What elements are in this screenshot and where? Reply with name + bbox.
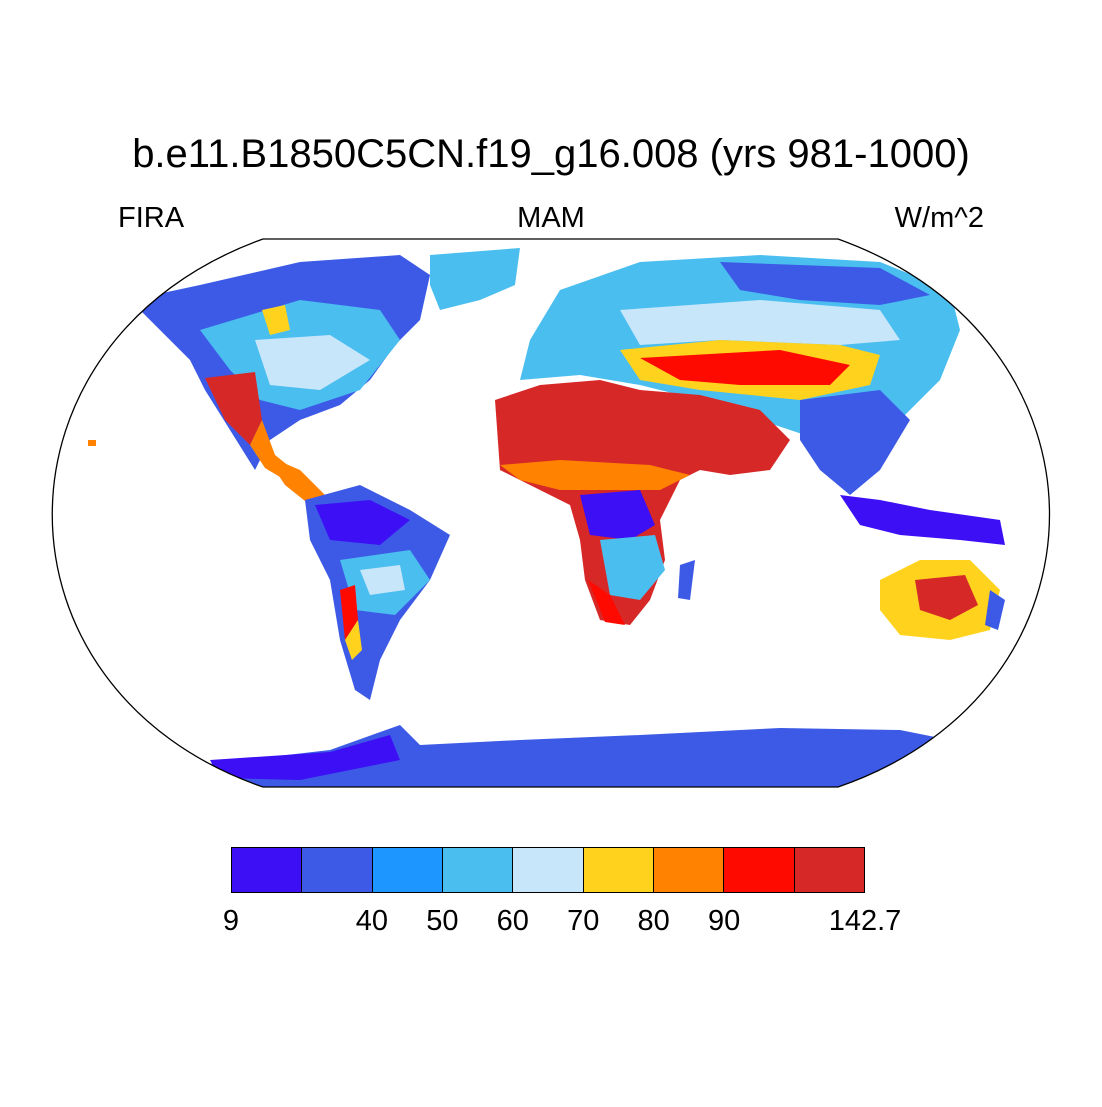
madagascar-land	[678, 560, 695, 600]
colorbar-swatch	[372, 848, 443, 892]
na-southwest-hot	[205, 372, 262, 445]
central-asia-red	[640, 350, 850, 385]
hawaii-land	[88, 440, 96, 446]
map-border	[51, 238, 1050, 788]
colorbar-tick-label: 142.7	[828, 905, 902, 937]
new-zealand-land	[1000, 632, 1045, 670]
colorbar-swatch	[513, 848, 584, 892]
variable-label: FIRA	[118, 202, 185, 234]
australia-east-blue	[985, 590, 1005, 630]
sa-pale-band	[360, 565, 405, 595]
colorbar-swatch	[794, 848, 864, 892]
eurasia-pale	[620, 300, 900, 345]
units-label: W/m^2	[894, 202, 984, 234]
greenland-land	[430, 248, 520, 310]
plot-title: b.e11.B1850C5CN.f19_g16.008 (yrs 981-100…	[132, 132, 970, 176]
sa-amazon-deep	[315, 500, 410, 545]
indonesia-land	[840, 495, 1005, 545]
colorbar-tick-label: 50	[426, 905, 459, 937]
southeast-asia-blue	[800, 390, 910, 495]
colorbar-tick-label: 70	[567, 905, 600, 937]
season-label: MAM	[517, 202, 585, 234]
colorbar-swatch	[442, 848, 514, 892]
colorbar-swatch	[583, 848, 654, 892]
colorbar-swatch	[653, 848, 725, 892]
colorbar-labels: 9 40 50 60 70 80 90 142.7	[0, 903, 1102, 943]
colorbar-swatch	[724, 848, 795, 892]
australia-red	[915, 575, 978, 620]
central-america-land	[265, 455, 330, 505]
africa-equatorial-blue	[580, 490, 655, 540]
colorbar-tick-label: 40	[355, 905, 389, 937]
colorbar-tick-label: 80	[637, 905, 670, 937]
antarctica-land	[200, 725, 1000, 787]
africa-south-light	[600, 535, 665, 600]
sa-andes-orange	[345, 620, 362, 660]
colorbar-swatch	[302, 848, 373, 892]
africa-south-red	[588, 580, 625, 625]
colorbar	[231, 847, 865, 893]
colorbar-tick-label: 90	[707, 905, 741, 937]
colorbar-swatch	[232, 848, 303, 892]
colorbar-tick-label: 9	[222, 905, 240, 937]
na-north-yellow	[262, 305, 290, 335]
colorbar-tick-label: 60	[496, 905, 529, 937]
sahel-orange	[500, 460, 690, 490]
sa-andes-hot	[340, 585, 358, 640]
siberia-blue	[720, 262, 930, 305]
antarctica-deep	[210, 735, 400, 780]
na-pale-band	[255, 335, 370, 390]
